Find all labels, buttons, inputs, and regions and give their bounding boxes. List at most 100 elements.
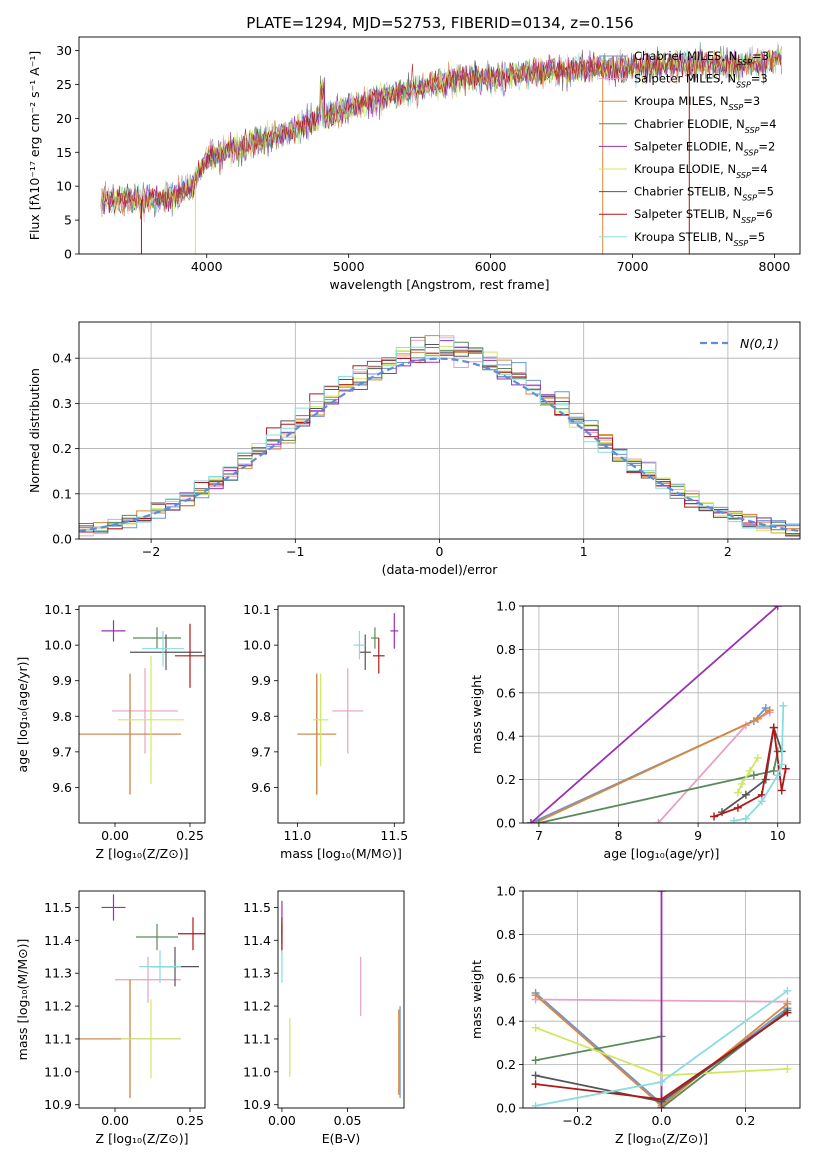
error-bars [79, 894, 205, 1099]
y-tick-label: 11.4 [243, 933, 271, 948]
y-tick-label: 11.2 [243, 999, 271, 1014]
y-tick-label: 9.6 [52, 780, 72, 795]
x-tick-label: 7000 [617, 259, 649, 274]
y-tick-label: 0.2 [52, 441, 72, 456]
weight-marker [710, 812, 719, 821]
weight-marker [737, 779, 746, 788]
x-axis-label: (data-model)/error [382, 562, 499, 577]
y-tick-label: 0.4 [496, 729, 516, 744]
error-bars [281, 900, 401, 1099]
legend-label: N(0,1) [740, 336, 779, 351]
legend-label: Chabrier ELODIE, NSSP=4 [634, 117, 776, 135]
y-tick-label: 9.6 [251, 780, 271, 795]
weight-marker [526, 819, 535, 823]
y-tick-label: 11.1 [243, 1031, 271, 1046]
weight-marker [531, 1056, 540, 1065]
normal-curve [79, 357, 800, 533]
weight-marker [657, 1077, 666, 1086]
x-axis-label: E(B-V) [322, 1131, 361, 1146]
legend-label: Kroupa ELODIE, NSSP=4 [634, 162, 768, 180]
y-tick-label: 10.9 [243, 1097, 271, 1112]
y-tick-label: 10.0 [44, 638, 72, 653]
axes-frame [277, 890, 405, 1109]
y-tick-label: 9.7 [52, 744, 72, 759]
axes-frame [277, 605, 405, 824]
x-tick-label: 9 [694, 828, 702, 843]
weight-marker [777, 786, 786, 795]
y-tick-label: 0.1 [52, 486, 72, 501]
y-tick-label: 0.8 [496, 927, 516, 942]
y-tick-label: 9.8 [52, 709, 72, 724]
x-tick-label: 0.0 [652, 1113, 672, 1128]
y-tick-label: 11.0 [44, 1064, 72, 1079]
residual-panel: −2 −1 0 1 2 0.0 0.1 0.2 0.3 0.4 (data-model)/error… [27, 321, 801, 577]
weight-marker [781, 764, 790, 773]
y-tick-label: 5 [64, 213, 72, 228]
x-tick-label: 0.2 [735, 1113, 755, 1128]
legend-label: Kroupa STELIB, NSSP=5 [634, 230, 765, 248]
weight-series [737, 757, 759, 793]
histograms [79, 335, 800, 539]
x-tick-label: −1 [286, 544, 304, 559]
y-tick-label: 0.2 [496, 772, 516, 787]
axes-frame [522, 605, 801, 824]
age-vs-mass-panel: 11.0 11.5 9.6 9.7 9.8 9.9 10.0 10.1 mass [log₁₀(… [243, 602, 408, 861]
x-tick-label: −0.2 [562, 1113, 592, 1128]
x-tick-label: 11.5 [380, 828, 408, 843]
figure-title: PLATE=1294, MJD=52753, FIBERID=0134, z=0… [246, 14, 633, 32]
weight-marker [769, 766, 778, 775]
x-tick-label: 8 [615, 828, 623, 843]
x-axis-label: Z [log₁₀(Z/Z⊙)] [96, 846, 189, 861]
y-tick-label: 9.7 [251, 744, 271, 759]
x-axis-label: wavelength [Angstrom, rest frame] [329, 277, 549, 292]
weight-marker [531, 1101, 540, 1108]
y-tick-label: 30 [56, 43, 72, 58]
x-tick-label: −2 [142, 544, 160, 559]
weight-marker [773, 606, 782, 610]
x-tick-label: 5000 [333, 259, 365, 274]
y-tick-label: 11.3 [243, 966, 271, 981]
x-tick-label: 0.25 [176, 828, 204, 843]
y-tick-label: 0.3 [52, 396, 72, 411]
spectrum-lines [100, 41, 782, 254]
weight-marker [777, 760, 786, 769]
x-axis-label: age [log₁₀(age/yr)] [604, 846, 720, 861]
age-vs-Z-panel: 0.00 0.25 9.6 9.7 9.8 9.9 10.0 10.1 Z [log₁₀(Z/Z… [15, 602, 206, 861]
weight-marker [753, 714, 762, 723]
y-tick-label: 10.1 [243, 602, 271, 617]
axes-frame [78, 36, 801, 255]
spectrum-series [103, 49, 782, 220]
y-tick-label: 11.2 [44, 999, 72, 1014]
y-axis-label: mass weight [469, 960, 484, 1039]
y-tick-label: 11.5 [44, 900, 72, 915]
histogram-series [79, 337, 800, 539]
y-tick-label: 0.8 [496, 642, 516, 657]
y-tick-label: 15 [56, 145, 72, 160]
y-tick-label: 10.1 [44, 602, 72, 617]
mass-vs-EBV-panel: 0.00 0.05 10.9 11.0 11.1 11.2 11.3 11.4 11.5 E(B-… [243, 890, 405, 1146]
legend-label: Salpeter STELIB, NSSP=6 [634, 207, 773, 225]
y-tick-label: 1.0 [496, 599, 516, 614]
weight-series [530, 606, 779, 823]
x-tick-label: 0.00 [101, 1113, 129, 1128]
weight-series [538, 751, 779, 823]
weight-marker [765, 706, 774, 715]
x-axis-label: Z [log₁₀(Z/Z⊙)] [96, 1131, 189, 1146]
y-tick-label: 25 [56, 77, 72, 92]
weight-marker [733, 803, 742, 812]
weight-marker [729, 816, 738, 823]
weight-marker [741, 790, 750, 799]
weight-vs-age-panel: 7 8 9 10 0.0 0.2 0.4 0.6 0.8 1.0 age [log₁₀(age/yr… [469, 599, 801, 861]
x-tick-label: 7 [535, 828, 543, 843]
x-axis-label: Z [log₁₀(Z/Z⊙)] [615, 1131, 708, 1146]
y-tick-label: 0.0 [496, 1101, 516, 1116]
weight-marker [745, 766, 754, 775]
y-tick-label: 11.1 [44, 1031, 72, 1046]
x-tick-label: 4000 [191, 259, 223, 274]
legend-label: Chabrier STELIB, NSSP=5 [634, 185, 774, 203]
weight-vs-Z-panel: −0.2 0.0 0.2 0.0 0.2 0.4 0.6 0.8 1.0 Z [log₁₀(Z/Z… [469, 884, 801, 1146]
weight-marker [749, 771, 758, 780]
y-tick-label: 10.9 [44, 1097, 72, 1112]
y-axis-label: Flux [fλ10⁻¹⁷ erg cm⁻² s⁻¹ A⁻¹] [27, 51, 42, 240]
